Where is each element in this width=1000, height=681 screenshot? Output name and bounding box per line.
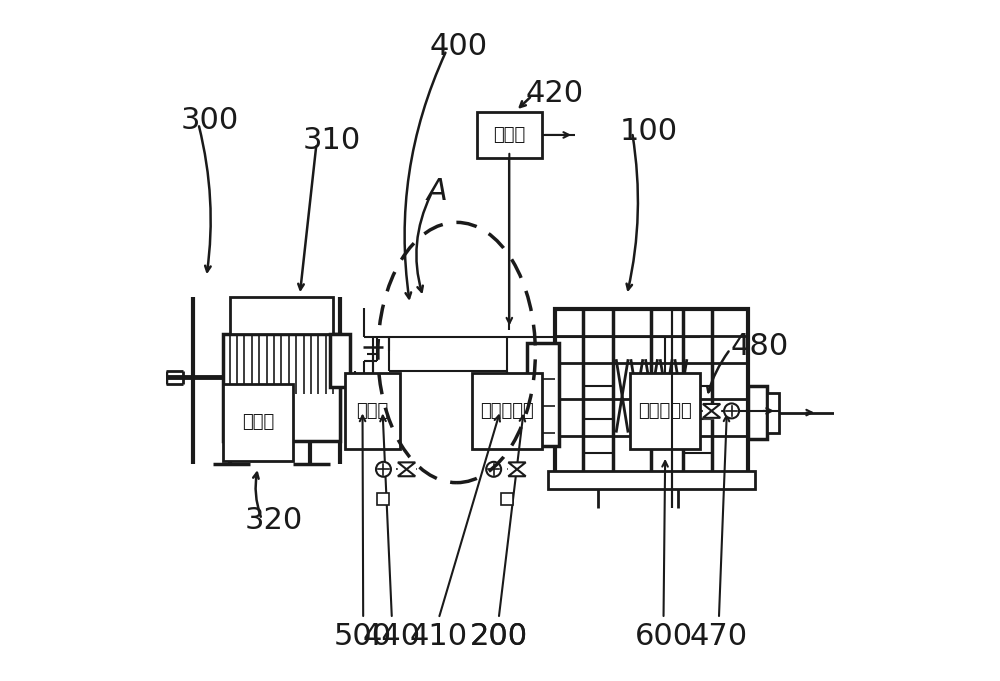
Circle shape (486, 462, 501, 477)
Bar (223, 384, 293, 460)
Polygon shape (508, 469, 526, 476)
Polygon shape (703, 404, 720, 411)
Text: 500: 500 (334, 622, 392, 651)
Text: 储水池: 储水池 (356, 402, 389, 420)
Polygon shape (703, 404, 720, 418)
Text: 400: 400 (430, 32, 488, 61)
Bar (548, 471, 755, 490)
Circle shape (376, 462, 391, 477)
Text: 420: 420 (525, 79, 583, 108)
Text: 320: 320 (245, 506, 303, 535)
Bar (345, 373, 400, 449)
Polygon shape (508, 462, 526, 469)
Bar (555, 309, 748, 473)
Bar (330, 334, 350, 387)
Bar (472, 373, 542, 449)
Text: 300: 300 (181, 106, 239, 135)
Bar (377, 492, 389, 505)
Text: 410: 410 (410, 622, 468, 651)
Text: 滤渣存储池: 滤渣存储池 (480, 402, 534, 420)
Text: 100: 100 (620, 117, 678, 146)
Text: 控制器: 控制器 (493, 126, 525, 144)
Bar (223, 334, 340, 441)
Polygon shape (508, 462, 526, 476)
Text: A: A (427, 177, 447, 206)
Text: 200: 200 (470, 622, 528, 651)
Bar (477, 112, 542, 157)
Text: 600: 600 (634, 622, 693, 651)
Text: 470: 470 (690, 622, 748, 651)
Polygon shape (703, 411, 720, 418)
Bar (767, 392, 779, 432)
Text: 480: 480 (730, 332, 788, 362)
Circle shape (724, 403, 739, 418)
Bar (527, 343, 559, 446)
Text: 440: 440 (363, 622, 421, 651)
Bar (630, 373, 700, 449)
Bar (748, 386, 767, 439)
Polygon shape (398, 462, 415, 469)
Text: 310: 310 (303, 125, 361, 155)
Bar (501, 492, 513, 505)
Polygon shape (398, 469, 415, 476)
Polygon shape (398, 462, 415, 476)
Bar (230, 297, 333, 334)
Text: 200: 200 (470, 622, 528, 651)
Text: 过滤白水池: 过滤白水池 (638, 402, 692, 420)
Text: 废渣池: 废渣池 (242, 413, 274, 431)
